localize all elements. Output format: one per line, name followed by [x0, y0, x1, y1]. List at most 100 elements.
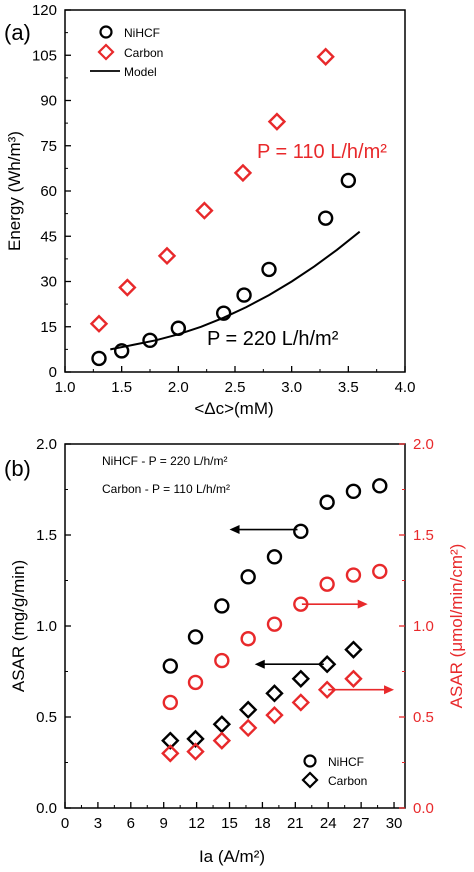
panel-b-ticks — [64, 443, 405, 809]
carbon-left-point — [265, 684, 284, 703]
legend-carbon-label: Carbon — [124, 46, 163, 60]
panel-b-right-y-axis-label: ASAR (μmol/min/cm²) — [447, 544, 466, 709]
panel-a-plot-frame — [64, 9, 406, 373]
nihcf-left-point — [162, 658, 178, 674]
carbon-point — [157, 246, 177, 266]
condition-nihcf: NiHCF - P = 220 L/h/m² — [102, 454, 227, 468]
b-left-y-tick-label: 2.0 — [36, 436, 57, 453]
b-right-y-tick-label: 0.5 — [413, 709, 434, 726]
panel-a-x-axis-label: <Δc>(mM) — [194, 399, 273, 418]
carbon-point — [267, 112, 287, 131]
carbon-right-point — [238, 718, 258, 738]
nihcf-right-point — [214, 652, 230, 669]
nihcf-right-point — [345, 567, 362, 583]
panel-b-label: (b) — [4, 456, 31, 481]
carbon-right-point — [161, 744, 180, 763]
panel-a-model-curve — [110, 230, 361, 351]
panel-b: (b) 0 3 6 9 12 15 18 21 24 27 30 0.0 0.5 1.0 1.5 2.0 0… — [4, 436, 466, 866]
nihcf-point — [236, 287, 252, 303]
panel-a-x-tick-labels: 1.0 1.5 2.0 2.5 3.0 3.5 4.0 — [55, 379, 416, 396]
b-x-tick-label: 12 — [188, 815, 205, 832]
b-left-y-tick-label: 0.0 — [36, 800, 57, 817]
b-x-tick-label: 0 — [61, 815, 69, 832]
a-x-tick-label: 1.5 — [111, 379, 132, 396]
b-right-y-tick-label: 2.0 — [413, 436, 434, 453]
nihcf-point — [142, 332, 158, 349]
panel-a-label: (a) — [4, 20, 31, 45]
a-y-tick-label: 45 — [40, 228, 57, 245]
panel-a-y-axis-label: Energy (Wh/m³) — [5, 131, 24, 251]
a-y-tick-label: 15 — [40, 319, 57, 336]
b-left-y-tick-label: 1.5 — [36, 527, 57, 544]
b-x-tick-label: 24 — [320, 815, 337, 832]
carbon-left-point — [291, 669, 311, 688]
condition-carbon: Carbon - P = 110 L/h/m² — [102, 482, 230, 496]
b-right-y-tick-label: 1.5 — [413, 527, 434, 544]
nihcf-right-point — [319, 576, 335, 592]
axis-arrow — [254, 659, 324, 669]
axis-arrow — [328, 685, 395, 695]
a-x-tick-label: 3.5 — [338, 379, 359, 396]
b-x-tick-label: 27 — [353, 815, 370, 832]
a-y-tick-label: 60 — [40, 183, 57, 200]
b-x-tick-label: 18 — [254, 815, 271, 832]
carbon-point — [316, 47, 335, 66]
b-x-tick-label: 6 — [127, 815, 135, 832]
nihcf-left-point — [240, 569, 256, 585]
carbon-point — [233, 163, 253, 183]
legend-b-carbon-marker — [301, 771, 319, 789]
nihcf-right-point — [187, 674, 204, 691]
a-y-tick-label: 105 — [32, 47, 57, 64]
axis-arrow-head — [357, 599, 368, 609]
carbon-right-point — [291, 693, 311, 712]
a-x-tick-label: 2.0 — [168, 379, 189, 396]
a-y-tick-label: 75 — [40, 138, 57, 155]
a-y-tick-label: 90 — [40, 93, 57, 110]
a-x-tick-label: 3.0 — [281, 379, 302, 396]
panel-b-left-y-axis-label: ASAR (mg/g/min) — [9, 560, 28, 692]
nihcf-point — [215, 305, 232, 321]
nihcf-point — [340, 172, 357, 189]
nihcf-point — [113, 343, 130, 359]
model-line — [110, 230, 361, 351]
panel-b-axis-arrows — [229, 525, 395, 695]
carbon-left-point — [212, 715, 232, 734]
legend-nihcf-label: NiHCF — [124, 26, 160, 40]
b-left-y-tick-label: 1.0 — [36, 618, 57, 635]
nihcf-right-point — [372, 563, 388, 580]
nihcf-left-point — [319, 494, 335, 510]
legend-model-label: Model — [124, 65, 157, 79]
nihcf-left-point — [293, 523, 309, 540]
nihcf-left-point — [372, 478, 388, 494]
nihcf-right-point — [240, 631, 256, 647]
nihcf-left-point — [214, 598, 230, 614]
a-y-tick-label: 120 — [32, 2, 57, 19]
axis-arrow-head — [254, 659, 265, 669]
legend-b-nihcf-label: NiHCF — [328, 755, 364, 769]
annotation-nihcf-flow: P = 220 L/h/m² — [207, 328, 339, 350]
b-x-tick-label: 15 — [221, 815, 238, 832]
a-x-tick-label: 2.5 — [225, 379, 246, 396]
a-x-tick-label: 4.0 — [395, 379, 416, 396]
panel-b-left-y-tick-labels: 0.0 0.5 1.0 1.5 2.0 — [36, 436, 57, 817]
nihcf-point — [317, 210, 334, 226]
b-x-tick-label: 21 — [287, 815, 304, 832]
carbon-left-point — [344, 640, 363, 659]
carbon-right-point — [265, 705, 284, 725]
axis-arrow — [229, 525, 298, 535]
carbon-right-point — [186, 742, 205, 761]
nihcf-right-point — [266, 616, 283, 632]
b-right-y-tick-label: 0.0 — [413, 800, 434, 817]
panel-a-legend: NiHCF Carbon Model — [90, 25, 163, 79]
nihcf-left-point — [345, 483, 362, 500]
nihcf-right-point — [293, 596, 309, 612]
nihcf-point — [91, 350, 107, 367]
panel-a-points — [89, 47, 357, 367]
nihcf-point — [170, 320, 187, 336]
axis-arrow-head — [229, 525, 240, 535]
carbon-left-point — [238, 700, 258, 719]
carbon-point — [89, 314, 109, 333]
panel-b-x-tick-labels: 0 3 6 9 12 15 18 21 24 27 30 — [61, 815, 403, 832]
nihcf-right-point — [162, 694, 178, 711]
legend-carbon-marker — [97, 43, 115, 61]
